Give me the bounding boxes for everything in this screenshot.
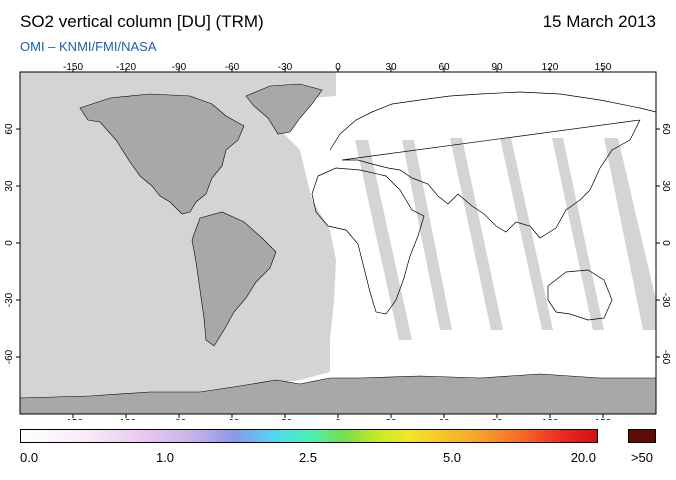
lon-tick-top-label: 150 [595, 62, 612, 73]
lon-tick-bottom-label: -30 [278, 418, 293, 420]
colorbar-overflow-label: >50 [630, 450, 654, 465]
colorbar-label-1: 1.0 [155, 450, 175, 465]
lon-tick-top-label: -150 [63, 62, 83, 73]
lon-tick-bottom-label: 120 [542, 418, 559, 420]
lat-tick-right-label: 0 [660, 240, 671, 246]
lon-tick-top-label: 0 [335, 62, 341, 73]
lat-tick-left-label: -60 [4, 349, 15, 364]
lon-tick-bottom-label: -60 [225, 418, 240, 420]
lon-tick-top-label: 90 [491, 62, 503, 73]
lat-ticks-left: 60 30 0 -30 -60 [4, 123, 20, 364]
lon-tick-top-label: 120 [542, 62, 559, 73]
colorbar-label-3: 5.0 [442, 450, 462, 465]
map-content [19, 72, 657, 415]
lon-tick-bottom-label: 30 [385, 418, 397, 420]
lat-tick-left-label: 60 [4, 123, 15, 135]
orbit-gaps [22, 138, 656, 380]
lon-ticks-bottom: -150 -120 -90 -60 -30 0 30 60 90 120 150 [63, 414, 612, 420]
land-australia [547, 269, 613, 321]
lat-tick-left-label: 0 [4, 240, 15, 246]
colorbar-overflow-swatch [628, 429, 656, 443]
lon-tick-bottom-label: -120 [116, 418, 136, 420]
map-title: SO2 vertical column [DU] (TRM) [20, 12, 264, 31]
lon-tick-bottom-label: 60 [438, 418, 450, 420]
lon-tick-bottom-label: -150 [63, 418, 83, 420]
lat-tick-right-label: -60 [660, 350, 671, 365]
lon-tick-top-label: -30 [278, 62, 293, 73]
lat-tick-right-label: -30 [660, 293, 671, 308]
lat-tick-right-label: 60 [660, 123, 671, 135]
colorbar-label-0: 0.0 [20, 450, 39, 465]
lon-tick-bottom-label: -90 [172, 418, 187, 420]
map-date: 15 March 2013 [542, 12, 656, 31]
no-data-region-west [20, 72, 336, 404]
land-eurasia [329, 91, 657, 239]
lat-tick-left-label: 30 [4, 180, 15, 192]
lon-tick-top-label: 30 [385, 62, 397, 73]
lon-tick-top-label: -120 [116, 62, 136, 73]
colorbar-label-4: 20.0 [570, 450, 596, 465]
lat-ticks-right: 60 30 0 -30 -60 [656, 123, 671, 365]
lon-tick-top-label: -60 [225, 62, 240, 73]
lat-tick-left-label: -30 [4, 292, 15, 307]
lon-tick-top-label: 60 [438, 62, 450, 73]
land-north-america [79, 93, 245, 215]
lon-tick-bottom-label: 90 [491, 418, 503, 420]
lon-tick-bottom-label: 0 [335, 418, 341, 420]
credit-line: OMI – KNMI/FMI/NASA [20, 39, 157, 54]
lon-tick-top-label: -90 [172, 62, 187, 73]
lat-tick-right-label: 30 [660, 180, 671, 192]
colorbar [20, 429, 598, 443]
lon-ticks-top: -150 -120 -90 -60 -30 0 30 60 90 120 150 [63, 62, 612, 73]
land-greenland [245, 83, 323, 135]
map-frame [19, 71, 657, 415]
lon-tick-bottom-label: 150 [595, 418, 612, 420]
land-south-america [191, 211, 277, 347]
land-africa [311, 167, 425, 315]
colorbar-label-2: 2.5 [298, 450, 318, 465]
